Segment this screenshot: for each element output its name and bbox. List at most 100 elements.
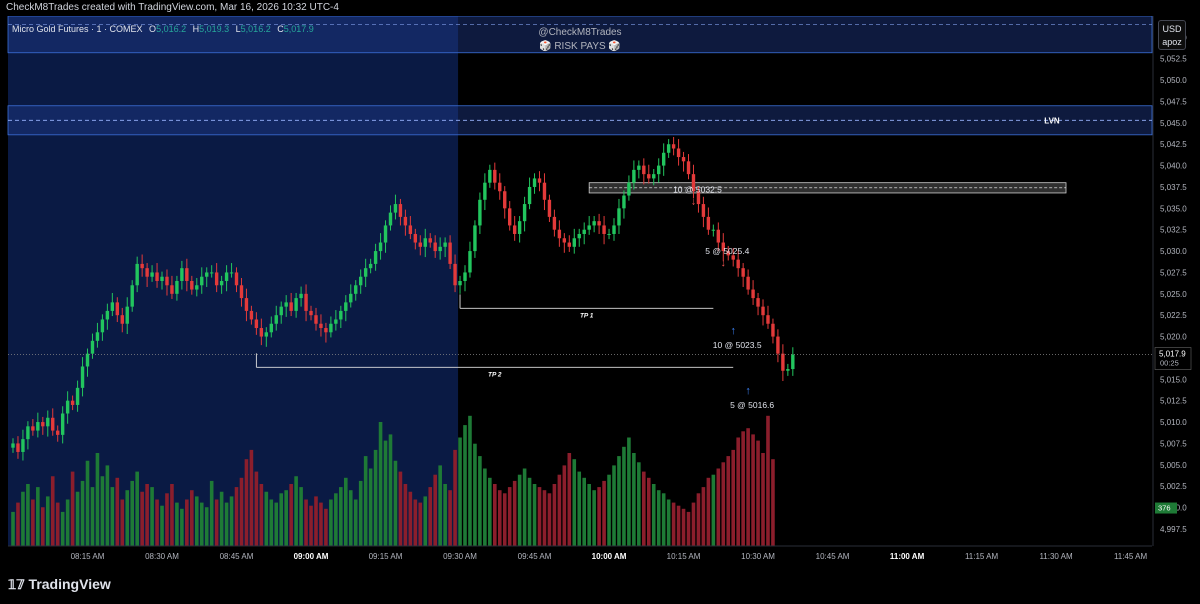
volume-bar xyxy=(383,440,388,546)
volume-bar xyxy=(140,491,144,546)
volume-bar xyxy=(393,460,398,546)
candle-body xyxy=(90,340,95,354)
high-value: 5,019.3 xyxy=(199,24,230,34)
candle-body xyxy=(229,272,234,274)
candle-body xyxy=(686,161,691,175)
price-axis-tick: 5,007.5 xyxy=(1160,439,1187,448)
candle-body xyxy=(468,251,472,273)
footer-bar xyxy=(0,566,1200,604)
bar-countdown: 00:25 xyxy=(1160,359,1179,368)
volume-bar xyxy=(314,496,318,546)
candle-body xyxy=(647,174,651,179)
volume-bar xyxy=(45,496,50,546)
close-value: 5,017.9 xyxy=(283,24,314,34)
candle-body xyxy=(453,263,457,286)
volume-bar xyxy=(229,496,234,546)
volume-bar xyxy=(408,491,413,546)
volume-bar xyxy=(249,449,254,546)
candle-body xyxy=(383,225,388,243)
candle-body xyxy=(771,323,775,337)
lvn-label: LVN xyxy=(1044,116,1060,125)
volume-bar xyxy=(478,456,482,546)
volume-bar xyxy=(483,468,487,546)
volume-bar xyxy=(612,465,616,546)
candle-body xyxy=(508,208,512,226)
volume-bar xyxy=(299,487,303,546)
volume-bar xyxy=(219,491,224,546)
candle-body xyxy=(75,387,80,405)
candle-body xyxy=(691,174,696,192)
tradingview-logo[interactable]: 𝟙𝟟 TradingView xyxy=(8,576,111,593)
price-chart[interactable]: LVN TP 1TP 2↓10 @ 5032.5↓5 @ 5025.4↑10 @… xyxy=(0,16,1200,566)
candle-body xyxy=(627,182,631,196)
candle-body xyxy=(597,221,601,226)
candle-body xyxy=(334,319,338,324)
currency-selector[interactable]: USD apoz xyxy=(1158,20,1186,50)
volume-bar xyxy=(304,499,308,546)
volume-bar xyxy=(497,490,502,546)
candle-body xyxy=(56,430,60,435)
volume-bar xyxy=(348,490,353,546)
volume-bar xyxy=(676,505,681,546)
candle-body xyxy=(532,178,537,187)
candle-body xyxy=(314,315,318,324)
price-axis-tick: 5,037.5 xyxy=(1160,183,1187,192)
volume-bar xyxy=(731,449,736,546)
close-label: C xyxy=(277,24,284,34)
candle-body xyxy=(791,354,795,370)
volume-bar xyxy=(289,484,293,546)
candle-body xyxy=(145,268,149,277)
volume-bar xyxy=(537,487,542,546)
candle-body xyxy=(652,174,656,179)
candle-body xyxy=(696,191,701,205)
volume-bar xyxy=(100,476,105,546)
candle-body xyxy=(354,285,358,294)
candle-body xyxy=(488,169,492,183)
candle-body xyxy=(284,302,288,307)
volume-bar xyxy=(75,491,80,546)
volume-bar xyxy=(512,480,517,546)
candle-body xyxy=(304,293,308,311)
volume-bar xyxy=(343,477,348,546)
candle-body xyxy=(205,272,209,277)
volume-bar xyxy=(254,471,259,546)
price-axis-tick: 5,012.5 xyxy=(1160,397,1187,406)
volume-bar xyxy=(771,459,775,546)
candle-body xyxy=(473,225,477,252)
price-axis-tick: 5,042.5 xyxy=(1160,140,1187,149)
price-axis-tick: 5,045.0 xyxy=(1160,119,1187,128)
volume-bar xyxy=(597,487,601,546)
candle-body xyxy=(135,263,139,286)
volume-bar xyxy=(36,487,40,546)
candle-body xyxy=(180,268,184,281)
candle-body xyxy=(577,233,581,239)
volume-bar xyxy=(542,490,547,546)
candle-body xyxy=(393,204,398,213)
watermark-handle: @CheckM8Trades xyxy=(538,27,622,38)
time-axis-tick: 09:00 AM xyxy=(294,552,329,561)
volume-bar xyxy=(110,487,115,546)
volume-bar xyxy=(363,456,368,546)
candle-body xyxy=(100,319,105,333)
candle-body xyxy=(200,276,204,286)
volume-bar xyxy=(507,487,512,546)
candle-body xyxy=(761,306,765,316)
candle-body xyxy=(617,208,621,226)
volume-bar xyxy=(50,476,55,546)
candle-body xyxy=(637,165,641,170)
candle-body xyxy=(244,298,249,311)
candle-body xyxy=(428,238,432,243)
candle-body xyxy=(294,298,298,311)
volume-bar xyxy=(135,471,139,546)
volume-bar xyxy=(413,499,418,546)
volume-bar xyxy=(60,511,65,546)
candle-body xyxy=(274,315,278,324)
candle-body xyxy=(195,285,199,290)
volume-bar xyxy=(443,484,447,546)
price-band-zone xyxy=(7,16,1153,54)
volume-bar xyxy=(403,484,408,546)
volume-bar xyxy=(651,484,656,546)
candle-body xyxy=(642,165,646,175)
candle-body xyxy=(70,400,75,405)
volume-bar xyxy=(701,487,706,546)
